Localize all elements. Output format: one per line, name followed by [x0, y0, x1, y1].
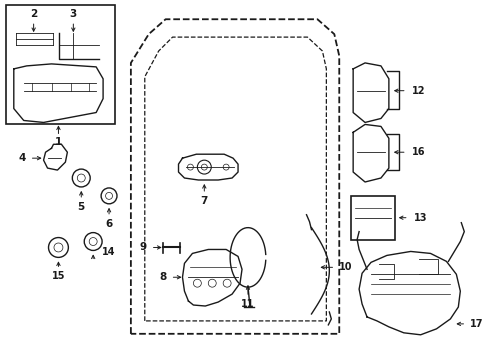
Text: 7: 7	[200, 196, 207, 206]
Text: 6: 6	[105, 219, 112, 229]
Text: 15: 15	[52, 271, 65, 281]
Text: 10: 10	[338, 262, 351, 272]
Text: 8: 8	[159, 272, 166, 282]
Text: 5: 5	[78, 202, 85, 212]
Text: 9: 9	[139, 243, 146, 252]
Bar	[350, 196, 394, 239]
Text: 3: 3	[70, 9, 77, 19]
Text: 12: 12	[411, 86, 425, 96]
Text: 13: 13	[413, 213, 427, 223]
Text: 4: 4	[18, 153, 25, 163]
Bar	[6, 5, 115, 125]
Text: 11: 11	[241, 299, 254, 309]
Text: 14: 14	[102, 247, 116, 257]
Text: 16: 16	[411, 147, 425, 157]
Text: 17: 17	[468, 319, 482, 329]
Text: 1: 1	[55, 137, 62, 147]
Text: 2: 2	[30, 9, 37, 19]
